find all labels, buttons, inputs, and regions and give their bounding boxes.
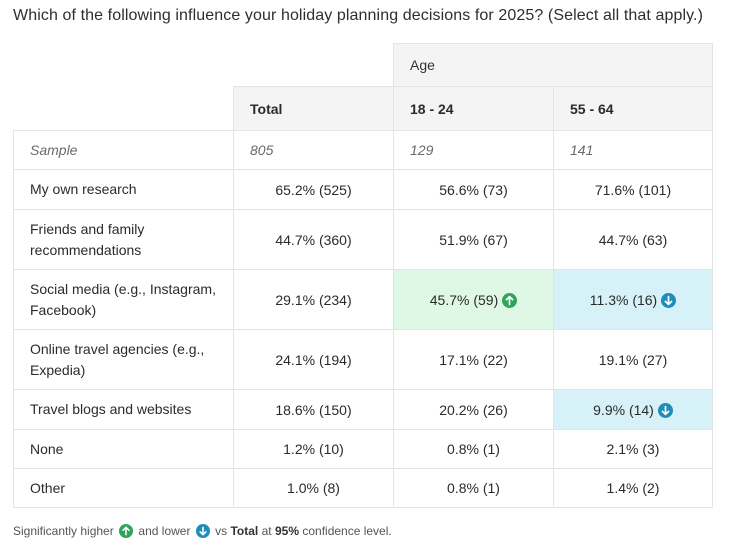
cell-value: 44.7% (360) — [275, 231, 352, 248]
legend-suffix: confidence level. — [302, 524, 392, 538]
row-label: Travel blogs and websites — [13, 389, 234, 430]
cell-value: 20.2% (26) — [439, 401, 508, 418]
cell-value: 0.8% (1) — [447, 441, 500, 457]
legend-prefix: Significantly higher — [13, 524, 114, 538]
data-cell: 44.7% (63) — [553, 209, 713, 270]
table-row: None 1.2% (10) 0.8% (1) 2.1% (3) — [13, 429, 713, 469]
column-header-row: Total 18 - 24 55 - 64 — [14, 86, 713, 131]
column-header-total: Total — [233, 86, 394, 131]
cell-value: 9.9% (14) — [593, 401, 654, 418]
row-label: None — [13, 429, 234, 469]
row-label: Social media (e.g., Instagram, Facebook) — [13, 269, 234, 330]
sample-cell: 805 — [233, 130, 394, 170]
data-cell: 20.2% (26) — [393, 389, 554, 430]
data-cell: 0.8% (1) — [393, 429, 554, 469]
row-label: My own research — [13, 169, 234, 210]
table-row: Travel blogs and websites 18.6% (150) 20… — [13, 389, 713, 430]
table-row: Other 1.0% (8) 0.8% (1) 1.4% (2) — [13, 468, 713, 508]
data-cell: 18.6% (150) — [233, 389, 394, 430]
arrow-up-circle-icon — [502, 292, 518, 308]
data-cell-significantly-lower: 11.3% (16) — [553, 269, 713, 330]
cell-value: 24.1% (194) — [275, 351, 352, 368]
data-cell: 1.4% (2) — [553, 468, 713, 508]
arrow-down-circle-icon — [661, 292, 677, 308]
arrow-down-circle-icon — [195, 524, 210, 538]
data-cell: 0.8% (1) — [393, 468, 554, 508]
cell-value: 18.6% (150) — [275, 401, 352, 418]
cell-value: 1.0% (8) — [287, 480, 340, 496]
cell-value: 65.2% (525) — [275, 181, 352, 198]
blank-total-group — [234, 44, 394, 87]
blank-corner — [14, 44, 234, 87]
cell-value: 45.7% (59) — [429, 291, 499, 308]
group-header-row: Age — [14, 43, 713, 87]
cell-value: 1.2% (10) — [283, 441, 344, 457]
data-cell: 24.1% (194) — [233, 329, 394, 390]
row-label: Sample — [13, 130, 234, 170]
cell-value: 19.1% (27) — [598, 351, 668, 368]
sample-cell: 141 — [553, 130, 713, 170]
arrow-up-circle-icon — [119, 524, 134, 538]
data-cell: 17.1% (22) — [393, 329, 554, 390]
cell-value: 2.1% (3) — [606, 441, 660, 457]
cell-value: 71.6% (101) — [594, 181, 672, 198]
legend-and-lower: and lower — [138, 524, 191, 538]
sample-row: Sample 805 129 141 — [13, 130, 713, 170]
data-cell-significantly-lower: 9.9% (14) — [553, 389, 713, 430]
row-label: Other — [13, 468, 234, 508]
arrow-down-circle-icon — [657, 402, 673, 418]
cell-value: 1.4% (2) — [606, 480, 660, 496]
table-row: Social media (e.g., Instagram, Facebook)… — [13, 269, 713, 330]
sample-cell: 129 — [393, 130, 554, 170]
cell-value: 44.7% (63) — [598, 231, 668, 248]
significance-legend: Significantly higher and lower vs Total … — [13, 524, 392, 538]
row-label: Online travel agencies (e.g., Expedia) — [13, 329, 234, 390]
data-cell-significantly-higher: 45.7% (59) — [393, 269, 554, 330]
legend-level: 95% — [274, 524, 299, 538]
data-cell: 56.6% (73) — [393, 169, 554, 210]
legend-total: Total — [230, 524, 259, 538]
data-cell: 1.0% (8) — [233, 468, 394, 508]
age-group-header: Age — [393, 43, 713, 87]
table-row: Friends and family recommendations 44.7%… — [13, 209, 713, 270]
column-header-18-24: 18 - 24 — [393, 86, 554, 131]
data-cell: 71.6% (101) — [553, 169, 713, 210]
data-cell: 29.1% (234) — [233, 269, 394, 330]
legend-at: at — [261, 524, 272, 538]
blank-label-header — [14, 87, 234, 131]
data-cell: 19.1% (27) — [553, 329, 713, 390]
cell-value: 29.1% (234) — [275, 291, 352, 308]
table-row: My own research 65.2% (525) 56.6% (73) 7… — [13, 169, 713, 210]
cell-value: 56.6% (73) — [439, 181, 508, 198]
data-cell: 2.1% (3) — [553, 429, 713, 469]
results-table: Age Total 18 - 24 55 - 64 Sample 805 129… — [13, 43, 713, 508]
cell-value: 11.3% (16) — [589, 291, 658, 308]
cell-value: 17.1% (22) — [439, 351, 508, 368]
legend-vs: vs — [215, 524, 228, 538]
column-header-55-64: 55 - 64 — [553, 86, 713, 131]
data-cell: 1.2% (10) — [233, 429, 394, 469]
cell-value: 51.9% (67) — [439, 231, 508, 248]
cell-value: 0.8% (1) — [447, 480, 500, 496]
table-row: Online travel agencies (e.g., Expedia) 2… — [13, 329, 713, 390]
data-cell: 65.2% (525) — [233, 169, 394, 210]
data-cell: 44.7% (360) — [233, 209, 394, 270]
row-label: Friends and family recommendations — [13, 209, 234, 270]
question-title: Which of the following influence your ho… — [13, 7, 704, 24]
data-cell: 51.9% (67) — [393, 209, 554, 270]
